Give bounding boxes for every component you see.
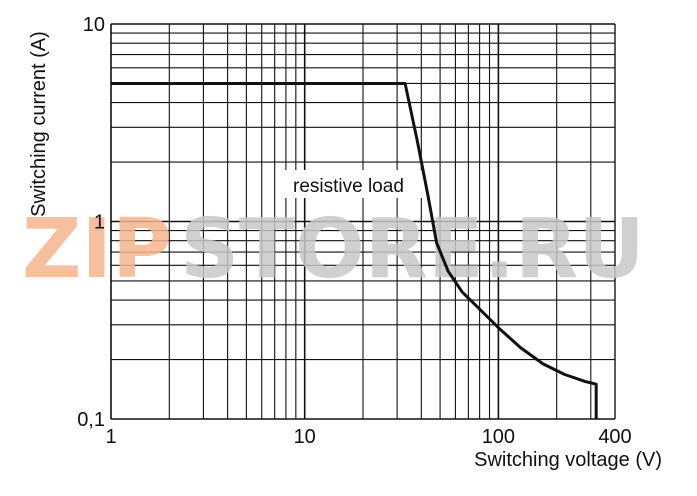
x-tick-labels: 1 10 100 400	[105, 426, 631, 448]
x-tick-label: 400	[598, 426, 631, 448]
y-tick-label: 0,1	[77, 409, 105, 431]
watermark: ZIP STORE.RU	[22, 202, 645, 297]
watermark-zip: ZIP	[22, 202, 172, 297]
grid	[110, 23, 616, 420]
x-axis-label: Switching voltage (V)	[474, 449, 662, 471]
y-tick-label: 10	[83, 14, 105, 36]
annotation-background	[283, 170, 425, 198]
watermark-store: STORE.RU	[180, 202, 645, 297]
x-tick-label: 100	[482, 426, 515, 448]
y-tick-labels: 0,1 1 10	[77, 14, 105, 431]
series-line-0	[111, 82, 598, 419]
x-tick-label: 10	[294, 426, 316, 448]
y-axis-label: Switching current (A)	[28, 31, 50, 217]
series-group	[111, 82, 598, 419]
y-tick-label: 1	[94, 212, 105, 234]
x-tick-label: 1	[105, 426, 116, 448]
annotation-resistive-load: resistive load	[293, 176, 404, 197]
